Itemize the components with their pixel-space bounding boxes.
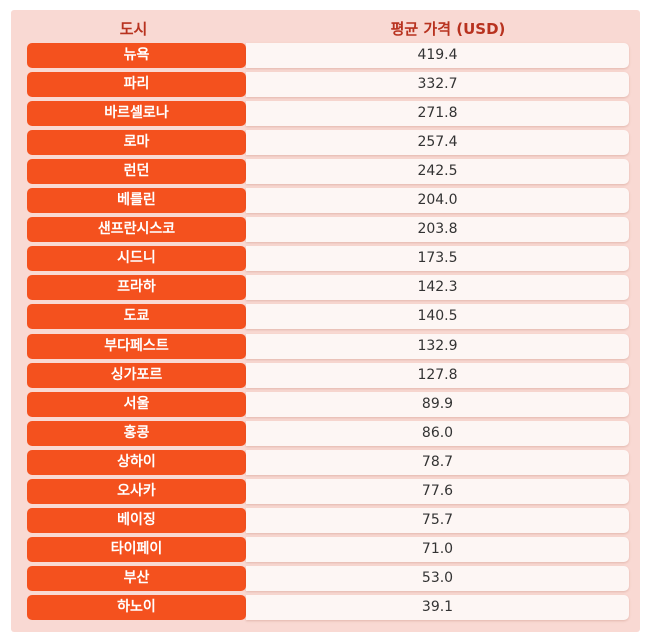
city-cell: 타이페이	[27, 536, 246, 562]
city-cell: 하노이	[27, 595, 246, 620]
price-cell: 39.1	[246, 595, 629, 620]
price-cell: 173.5	[246, 246, 629, 272]
city-cell: 베이징	[27, 507, 246, 533]
city-cell: 도쿄	[27, 304, 246, 330]
table-row: 부산 53.0	[27, 565, 629, 591]
table-row: 홍콩 86.0	[27, 420, 629, 446]
table-row: 싱가포르 127.8	[27, 362, 629, 388]
city-cell: 오사카	[27, 478, 246, 504]
table-row: 뉴욕 419.4	[27, 43, 629, 68]
city-cell: 뉴욕	[27, 43, 246, 68]
city-cell: 로마	[27, 130, 246, 156]
price-cell: 142.3	[246, 275, 629, 301]
city-cell: 부산	[27, 565, 246, 591]
table-row: 타이페이 71.0	[27, 536, 629, 562]
city-cell: 서울	[27, 391, 246, 417]
table-row: 도쿄 140.5	[27, 304, 629, 330]
price-cell: 271.8	[246, 101, 629, 127]
price-cell: 78.7	[246, 449, 629, 475]
table-row: 프라하 142.3	[27, 275, 629, 301]
table-row: 베이징 75.7	[27, 507, 629, 533]
city-cell: 프라하	[27, 275, 246, 301]
table-row: 샌프란시스코 203.8	[27, 217, 629, 243]
city-cell: 상하이	[27, 449, 246, 475]
table-row: 런던 242.5	[27, 159, 629, 185]
table-row: 로마 257.4	[27, 130, 629, 156]
price-cell: 204.0	[246, 188, 629, 214]
price-cell: 71.0	[246, 536, 629, 562]
price-cell: 127.8	[246, 362, 629, 388]
table-row: 바르셀로나 271.8	[27, 101, 629, 127]
table-panel: 도시 평균 가격 (USD) 뉴욕 419.4 파리 332.7 바르셀로나 271.8 로…	[11, 10, 640, 632]
city-cell: 바르셀로나	[27, 101, 246, 127]
table-row: 오사카 77.6	[27, 478, 629, 504]
table-row: 파리 332.7	[27, 72, 629, 97]
city-cell: 파리	[27, 72, 246, 97]
city-cell: 샌프란시스코	[27, 217, 246, 243]
table-header: 도시 평균 가격 (USD)	[11, 10, 640, 45]
city-cell: 베를린	[27, 188, 246, 214]
city-cell: 싱가포르	[27, 362, 246, 388]
city-cell: 홍콩	[27, 420, 246, 446]
price-cell: 89.9	[246, 391, 629, 417]
price-cell: 77.6	[246, 478, 629, 504]
header-city: 도시	[119, 20, 148, 38]
city-cell: 부다페스트	[27, 333, 246, 359]
price-cell: 332.7	[246, 72, 629, 97]
price-cell: 132.9	[246, 333, 629, 359]
table-row: 상하이 78.7	[27, 449, 629, 475]
table-row: 서울 89.9	[27, 391, 629, 417]
price-cell: 86.0	[246, 420, 629, 446]
price-cell: 257.4	[246, 130, 629, 156]
city-cell: 시드니	[27, 246, 246, 272]
price-cell: 242.5	[246, 159, 629, 185]
price-cell: 140.5	[246, 304, 629, 330]
table-row: 시드니 173.5	[27, 246, 629, 272]
price-cell: 53.0	[246, 565, 629, 591]
city-cell: 런던	[27, 159, 246, 185]
header-avg-price: 평균 가격 (USD)	[390, 20, 506, 38]
price-cell: 203.8	[246, 217, 629, 243]
price-cell: 75.7	[246, 507, 629, 533]
table-row: 하노이 39.1	[27, 595, 629, 620]
table-row: 부다페스트 132.9	[27, 333, 629, 359]
price-cell: 419.4	[246, 43, 629, 68]
table-row: 베를린 204.0	[27, 188, 629, 214]
